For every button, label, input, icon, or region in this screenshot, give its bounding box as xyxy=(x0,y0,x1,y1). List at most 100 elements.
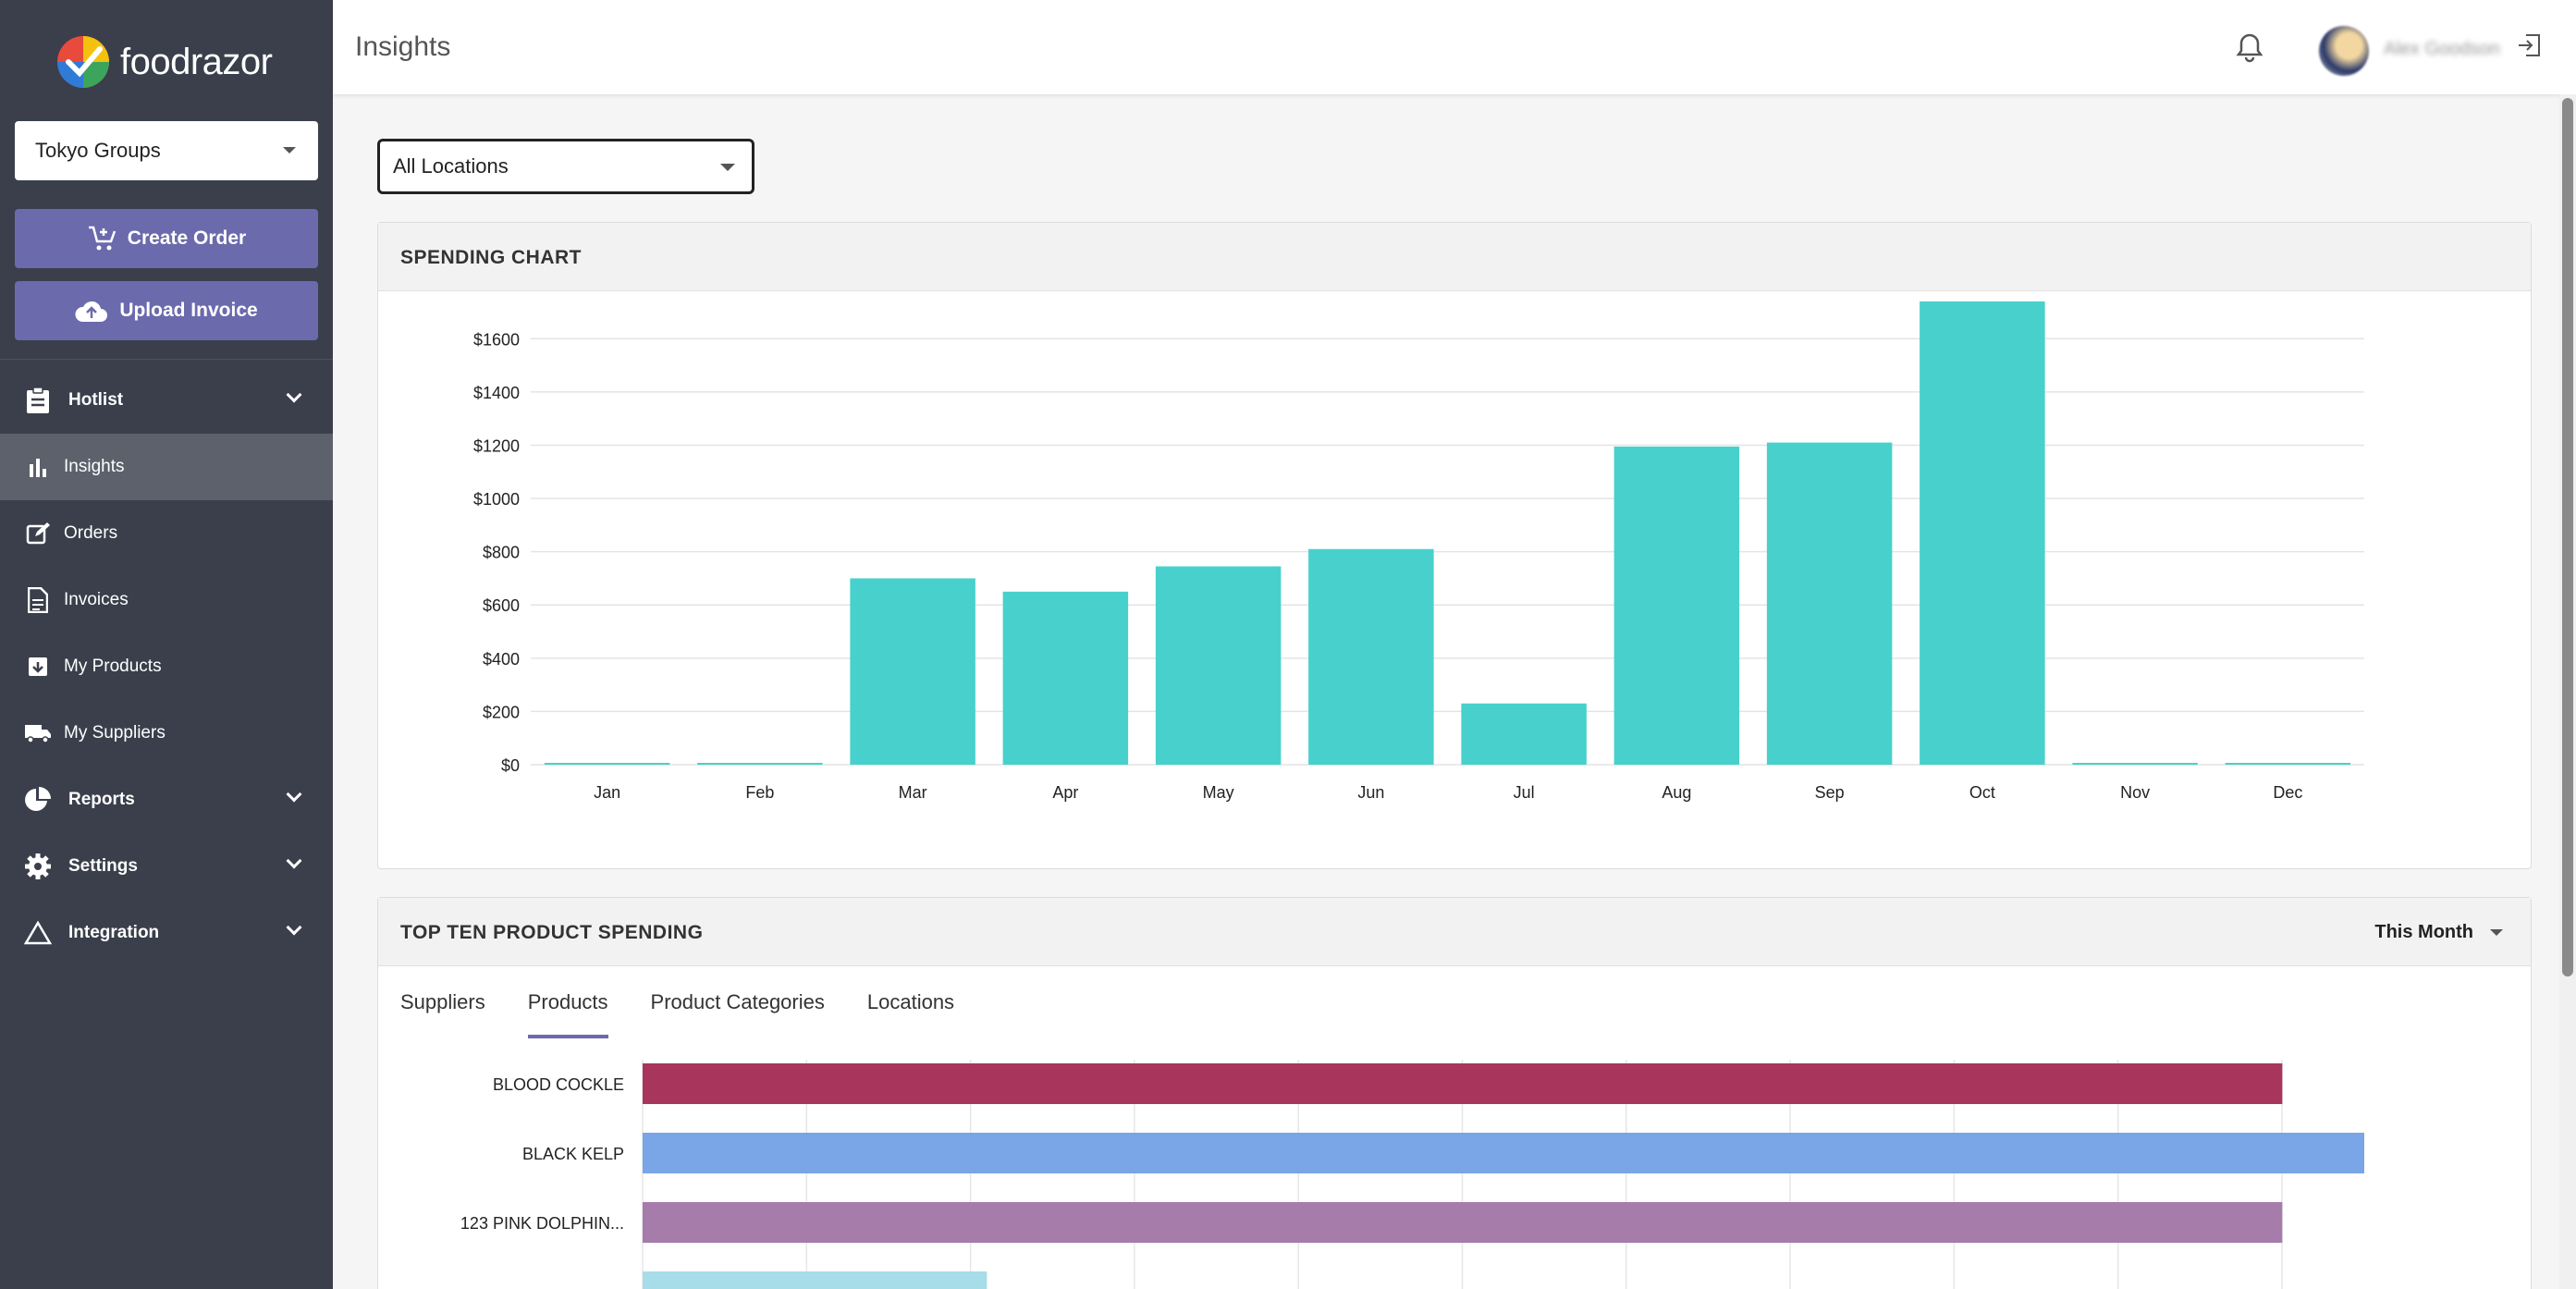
edit-icon xyxy=(24,520,52,547)
clipboard-icon xyxy=(24,387,52,414)
x-tick-label: May xyxy=(1203,783,1234,802)
sidebar-item-invoices[interactable]: Invoices xyxy=(0,567,333,633)
organization-select-value: Tokyo Groups xyxy=(35,139,161,162)
x-tick-label: Jun xyxy=(1357,783,1384,802)
sidebar: foodrazor Tokyo Groups Create Order Uplo… xyxy=(0,0,333,1289)
x-tick-label: Jul xyxy=(1514,783,1535,802)
x-tick-label: Dec xyxy=(2273,783,2302,802)
sidebar-item-my-products[interactable]: My Products xyxy=(0,633,333,700)
location-select-value: All Locations xyxy=(393,154,509,178)
sidebar-item-label: My Suppliers xyxy=(64,723,166,743)
location-select[interactable]: All Locations xyxy=(377,139,754,194)
bar xyxy=(1155,566,1282,765)
archive-icon xyxy=(24,653,52,681)
truck-icon xyxy=(24,719,52,747)
y-tick-label: $600 xyxy=(483,596,520,615)
sidebar-item-hotlist[interactable]: Hotlist xyxy=(0,367,333,434)
tab-product-categories[interactable]: Product Categories xyxy=(650,990,825,1013)
y-tick-label: $1000 xyxy=(473,490,520,509)
scroll-thumb[interactable] xyxy=(2562,98,2573,976)
sidebar-item-insights[interactable]: Insights xyxy=(0,434,333,500)
caret-down-icon xyxy=(283,147,296,153)
cloud-upload-icon xyxy=(75,301,108,322)
gear-icon xyxy=(24,853,52,880)
bell-icon[interactable] xyxy=(2234,31,2265,63)
bar xyxy=(1461,703,1587,765)
caret-down-icon xyxy=(720,164,735,171)
top-products-bar-chart: BLOOD COCKLE BLACK KELP 123 PINK DOLPHIN..… xyxy=(460,1060,2364,1289)
bar xyxy=(2072,763,2198,765)
bar xyxy=(2225,763,2351,765)
y-tick-label: $0 xyxy=(501,756,520,775)
page-scrollbar[interactable] xyxy=(2559,94,2576,1289)
sidebar-item-label: Integration xyxy=(68,923,160,942)
chevron-down-icon[interactable] xyxy=(286,919,302,936)
bar xyxy=(643,1063,2283,1104)
period-select[interactable]: This Month xyxy=(2374,922,2503,943)
document-icon xyxy=(24,586,52,614)
upload-invoice-label: Upload Invoice xyxy=(119,300,258,321)
bar xyxy=(544,763,670,765)
sidebar-item-label: Insights xyxy=(64,457,125,476)
upload-invoice-button[interactable]: Upload Invoice xyxy=(15,281,318,340)
bar xyxy=(643,1202,2283,1243)
triangle-icon xyxy=(24,919,52,947)
y-tick-label: $400 xyxy=(483,650,520,669)
bar-chart-icon xyxy=(24,453,52,481)
sidebar-item-reports[interactable]: Reports xyxy=(0,767,333,833)
bar xyxy=(1766,442,1893,765)
category-label: BLOOD COCKLE xyxy=(493,1075,624,1094)
foodrazor-logo-icon xyxy=(57,36,109,88)
x-tick-label: Jan xyxy=(594,783,620,802)
logout-icon[interactable] xyxy=(2517,33,2541,57)
cart-plus-icon xyxy=(88,226,116,251)
bar xyxy=(850,578,975,765)
bar xyxy=(1613,446,1740,765)
sidebar-item-label: My Products xyxy=(64,657,162,676)
bar xyxy=(643,1271,987,1289)
brand-name: foodrazor xyxy=(120,41,273,82)
sidebar-item-label: Settings xyxy=(68,856,138,876)
x-tick-label: Feb xyxy=(745,783,774,802)
create-order-label: Create Order xyxy=(127,227,247,249)
tab-products[interactable]: Products xyxy=(527,990,608,1038)
sidebar-item-label: Reports xyxy=(68,790,135,809)
chevron-down-icon[interactable] xyxy=(286,387,302,403)
sidebar-item-label: Orders xyxy=(64,523,118,543)
category-label: BLACK KELP xyxy=(522,1145,624,1163)
y-tick-label: $1400 xyxy=(473,384,520,402)
sidebar-item-label: Invoices xyxy=(64,590,129,609)
x-tick-label: Nov xyxy=(2120,783,2150,802)
sidebar-item-label: Hotlist xyxy=(68,390,124,410)
brand-logo[interactable]: foodrazor xyxy=(55,33,273,91)
card-title: SPENDING CHART xyxy=(400,247,583,268)
bar xyxy=(1002,591,1129,765)
create-order-button[interactable]: Create Order xyxy=(15,209,318,268)
avatar[interactable] xyxy=(2319,26,2369,76)
sidebar-item-my-suppliers[interactable]: My Suppliers xyxy=(0,700,333,767)
top-ten-card: TOP TEN PRODUCT SPENDING This Month Supp… xyxy=(377,897,2532,1289)
tab-bar: Suppliers Products Product Categories Lo… xyxy=(400,990,955,1038)
y-tick-label: $200 xyxy=(483,703,520,721)
sidebar-item-orders[interactable]: Orders xyxy=(0,500,333,567)
user-name[interactable]: Alex Goodson xyxy=(2384,39,2500,59)
category-label: 123 PINK DOLPHIN... xyxy=(460,1214,624,1233)
tab-suppliers[interactable]: Suppliers xyxy=(400,990,485,1013)
page-title: Insights xyxy=(355,31,451,62)
spending-bar-chart: $0 $200 $400 $600 $800 $1000 $1200 $1400 $1600 Ja… xyxy=(473,301,2364,802)
pie-chart-icon xyxy=(24,786,52,814)
chevron-down-icon[interactable] xyxy=(286,786,302,803)
bar xyxy=(643,1133,2364,1173)
period-select-value: This Month xyxy=(2374,922,2473,942)
x-tick-label: Mar xyxy=(899,783,927,802)
tab-locations[interactable]: Locations xyxy=(866,990,955,1013)
sidebar-item-settings[interactable]: Settings xyxy=(0,833,333,900)
x-tick-label: Apr xyxy=(1052,783,1078,802)
y-tick-label: $800 xyxy=(483,544,520,562)
y-tick-label: $1200 xyxy=(473,436,520,455)
chevron-down-icon[interactable] xyxy=(286,853,302,869)
x-tick-label: Sep xyxy=(1815,783,1845,802)
sidebar-item-integration[interactable]: Integration xyxy=(0,900,333,966)
organization-select[interactable]: Tokyo Groups xyxy=(15,121,318,180)
card-header: TOP TEN PRODUCT SPENDING This Month xyxy=(378,898,2531,966)
